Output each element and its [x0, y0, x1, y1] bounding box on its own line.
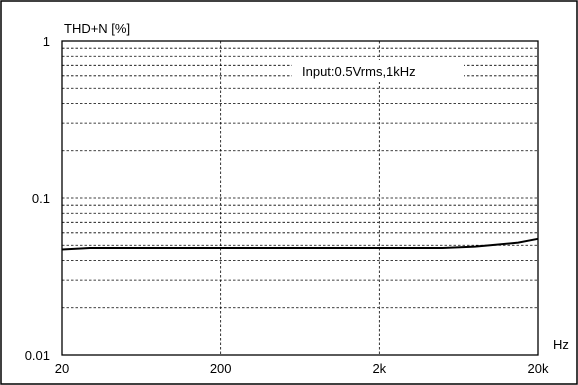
x-axis-label: Hz — [553, 337, 569, 352]
y-axis-label: THD+N [%] — [64, 21, 130, 36]
plot-area-frame — [61, 40, 539, 356]
y-tick-label: 1 — [43, 34, 50, 49]
series-line — [61, 237, 539, 251]
x-tick-label: 20k — [528, 361, 549, 376]
y-tick-label: 0.1 — [32, 191, 50, 206]
x-tick-label: 200 — [210, 361, 232, 376]
y-tick-label: 0.01 — [25, 348, 50, 363]
annotation-background — [292, 60, 464, 82]
tick-labels: 20 200 2k 20k 1 0.1 0.01 — [25, 34, 549, 376]
series-layer — [61, 237, 539, 251]
x-tick-label: 2k — [372, 361, 386, 376]
x-tick-label: 20 — [55, 361, 69, 376]
annotation-text: Input:0.5Vrms,1kHz — [302, 64, 416, 79]
axis-labels: THD+N [%] Hz Input:0.5Vrms,1kHz — [64, 21, 569, 352]
grid-lines — [62, 41, 538, 355]
